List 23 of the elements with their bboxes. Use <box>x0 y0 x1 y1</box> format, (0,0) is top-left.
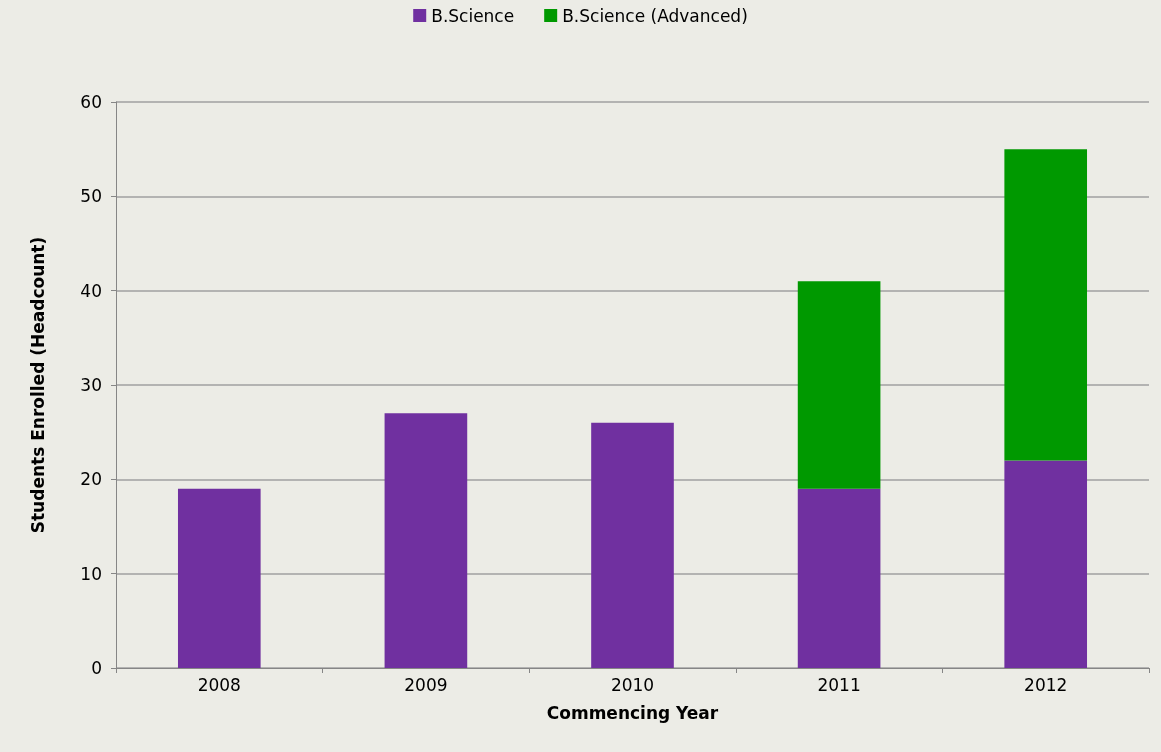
y-tick-label: 60 <box>80 92 102 112</box>
bar <box>1004 149 1088 461</box>
x-tick-label: 2012 <box>1024 674 1068 695</box>
legend-label: B.Science <box>431 5 515 26</box>
y-tick-label: 50 <box>80 186 102 207</box>
y-tick-label: 40 <box>80 280 102 301</box>
bar <box>384 413 468 668</box>
bar <box>797 281 881 489</box>
x-tick-label: 2010 <box>610 674 655 695</box>
legend-label: B.Science (Advanced) <box>562 5 748 26</box>
bar <box>1004 460 1088 668</box>
y-axis-title: Students Enrolled (Headcount) <box>27 236 48 534</box>
bar <box>591 422 674 668</box>
x-tick-label: 2011 <box>817 674 861 695</box>
y-tick-label: 10 <box>80 563 102 584</box>
x-tick-label: 2009 <box>404 674 448 695</box>
y-tick-label: 0 <box>91 658 102 678</box>
bar <box>797 488 881 668</box>
y-tick-label: 30 <box>80 375 102 395</box>
x-axis-title: Commencing Year <box>546 702 719 723</box>
x-tick-label: 2008 <box>197 674 241 695</box>
bar <box>177 488 261 668</box>
y-tick-label: 20 <box>80 469 102 490</box>
